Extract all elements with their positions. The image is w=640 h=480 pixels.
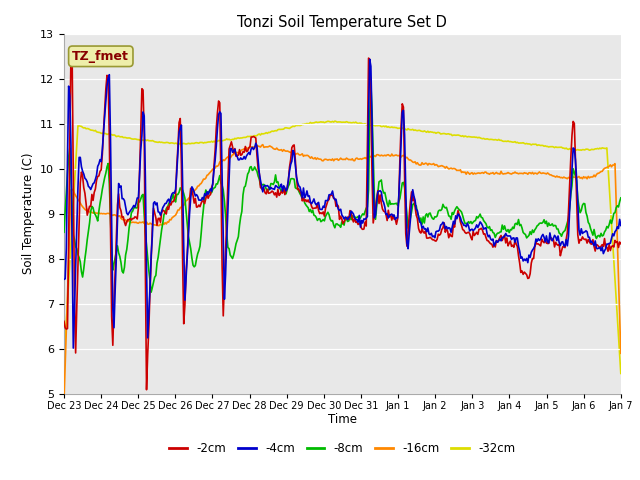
Text: TZ_fmet: TZ_fmet (72, 50, 129, 63)
Title: Tonzi Soil Temperature Set D: Tonzi Soil Temperature Set D (237, 15, 447, 30)
X-axis label: Time: Time (328, 413, 357, 426)
Legend: -2cm, -4cm, -8cm, -16cm, -32cm: -2cm, -4cm, -8cm, -16cm, -32cm (164, 437, 520, 460)
Y-axis label: Soil Temperature (C): Soil Temperature (C) (22, 153, 35, 275)
